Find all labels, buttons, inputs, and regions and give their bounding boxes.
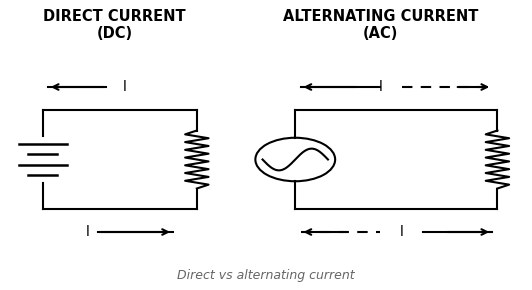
Text: l: l xyxy=(123,80,127,94)
Text: l: l xyxy=(400,225,404,239)
Text: ALTERNATING CURRENT
(AC): ALTERNATING CURRENT (AC) xyxy=(282,9,478,41)
Text: DIRECT CURRENT
(DC): DIRECT CURRENT (DC) xyxy=(43,9,186,41)
Text: Direct vs alternating current: Direct vs alternating current xyxy=(177,269,355,282)
Text: l: l xyxy=(378,80,383,94)
Text: l: l xyxy=(86,225,90,239)
